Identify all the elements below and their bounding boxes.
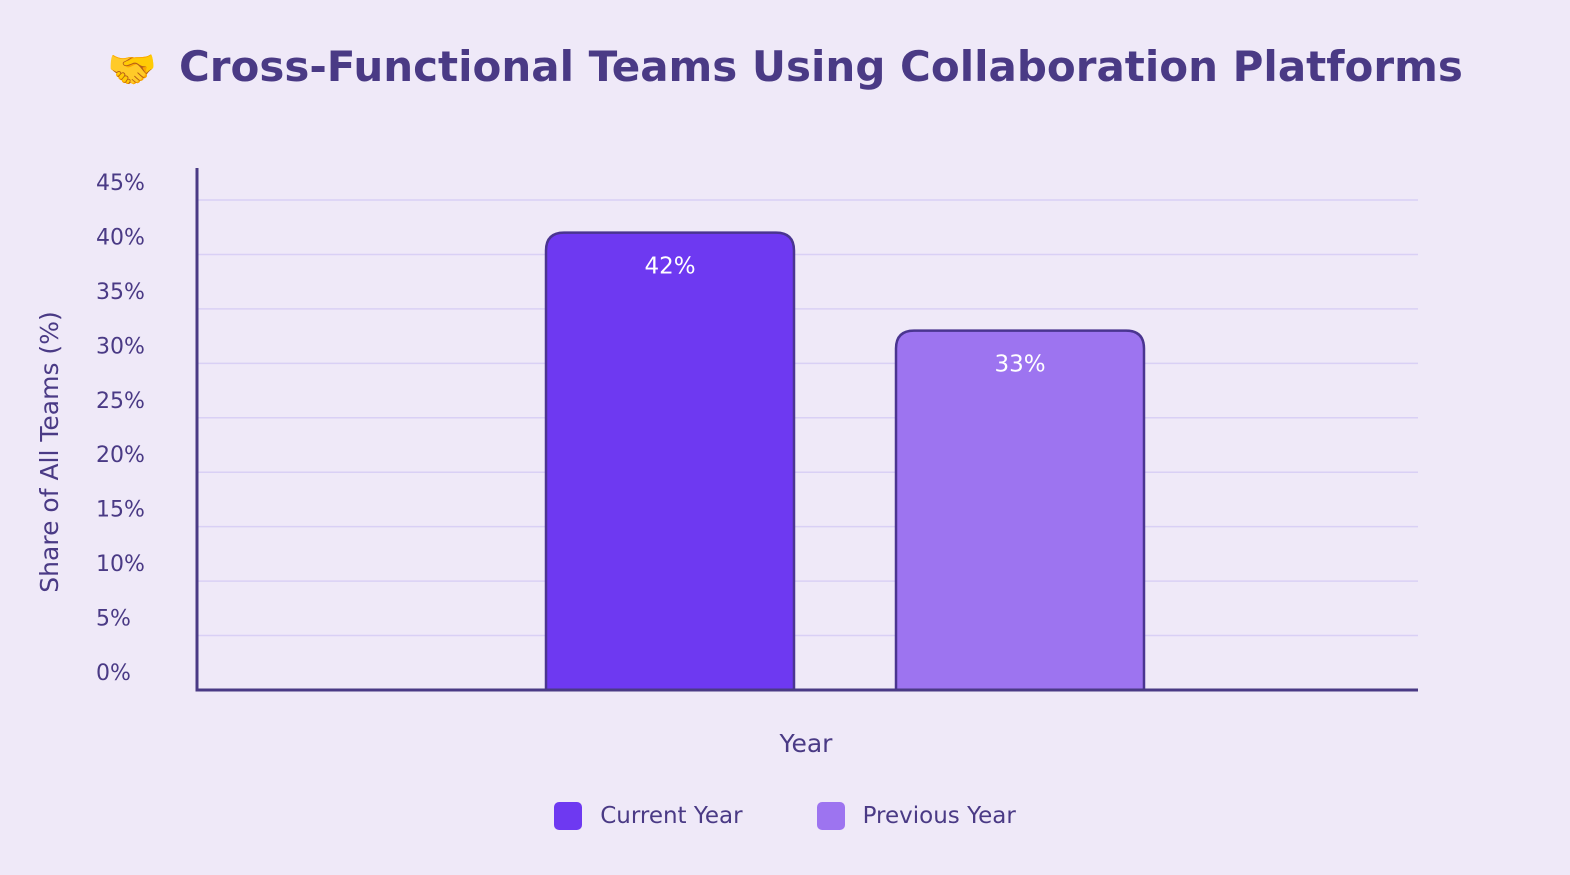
y-tick-label: 0% <box>96 661 131 686</box>
y-tick-label: 25% <box>96 389 145 414</box>
legend-label-previous-year: Previous Year <box>862 803 1016 829</box>
bar-value-label: 33% <box>994 352 1045 378</box>
legend-swatch-current-year <box>554 802 583 830</box>
legend-item-previous-year[interactable]: Previous Year <box>816 802 1016 830</box>
x-axis-title: Year <box>779 729 834 758</box>
legend: Current Year Previous Year <box>0 802 1570 830</box>
bar-current-year <box>544 231 796 692</box>
y-tick-label: 45% <box>96 171 145 196</box>
legend-swatch-previous-year <box>816 802 845 830</box>
y-tick-label: 40% <box>96 225 145 250</box>
chart-title: 🤝 Cross-Functional Teams Using Collaborat… <box>0 42 1570 93</box>
bar-value-label: 42% <box>644 254 695 280</box>
y-tick-label: 20% <box>96 443 145 468</box>
bar-previous-year <box>894 329 1146 692</box>
y-tick-label: 5% <box>96 607 131 632</box>
legend-label-current-year: Current Year <box>600 803 743 829</box>
legend-item-current-year[interactable]: Current Year <box>554 802 743 830</box>
handshake-icon: 🤝 <box>107 47 157 93</box>
y-tick-label: 10% <box>96 552 145 577</box>
chart-title-text: Cross-Functional Teams Using Collaborati… <box>178 42 1463 91</box>
y-tick-label: 35% <box>96 280 145 305</box>
y-axis-title: Share of All Teams (%) <box>35 311 64 592</box>
y-tick-label: 30% <box>96 334 145 359</box>
y-tick-label: 15% <box>96 498 145 523</box>
